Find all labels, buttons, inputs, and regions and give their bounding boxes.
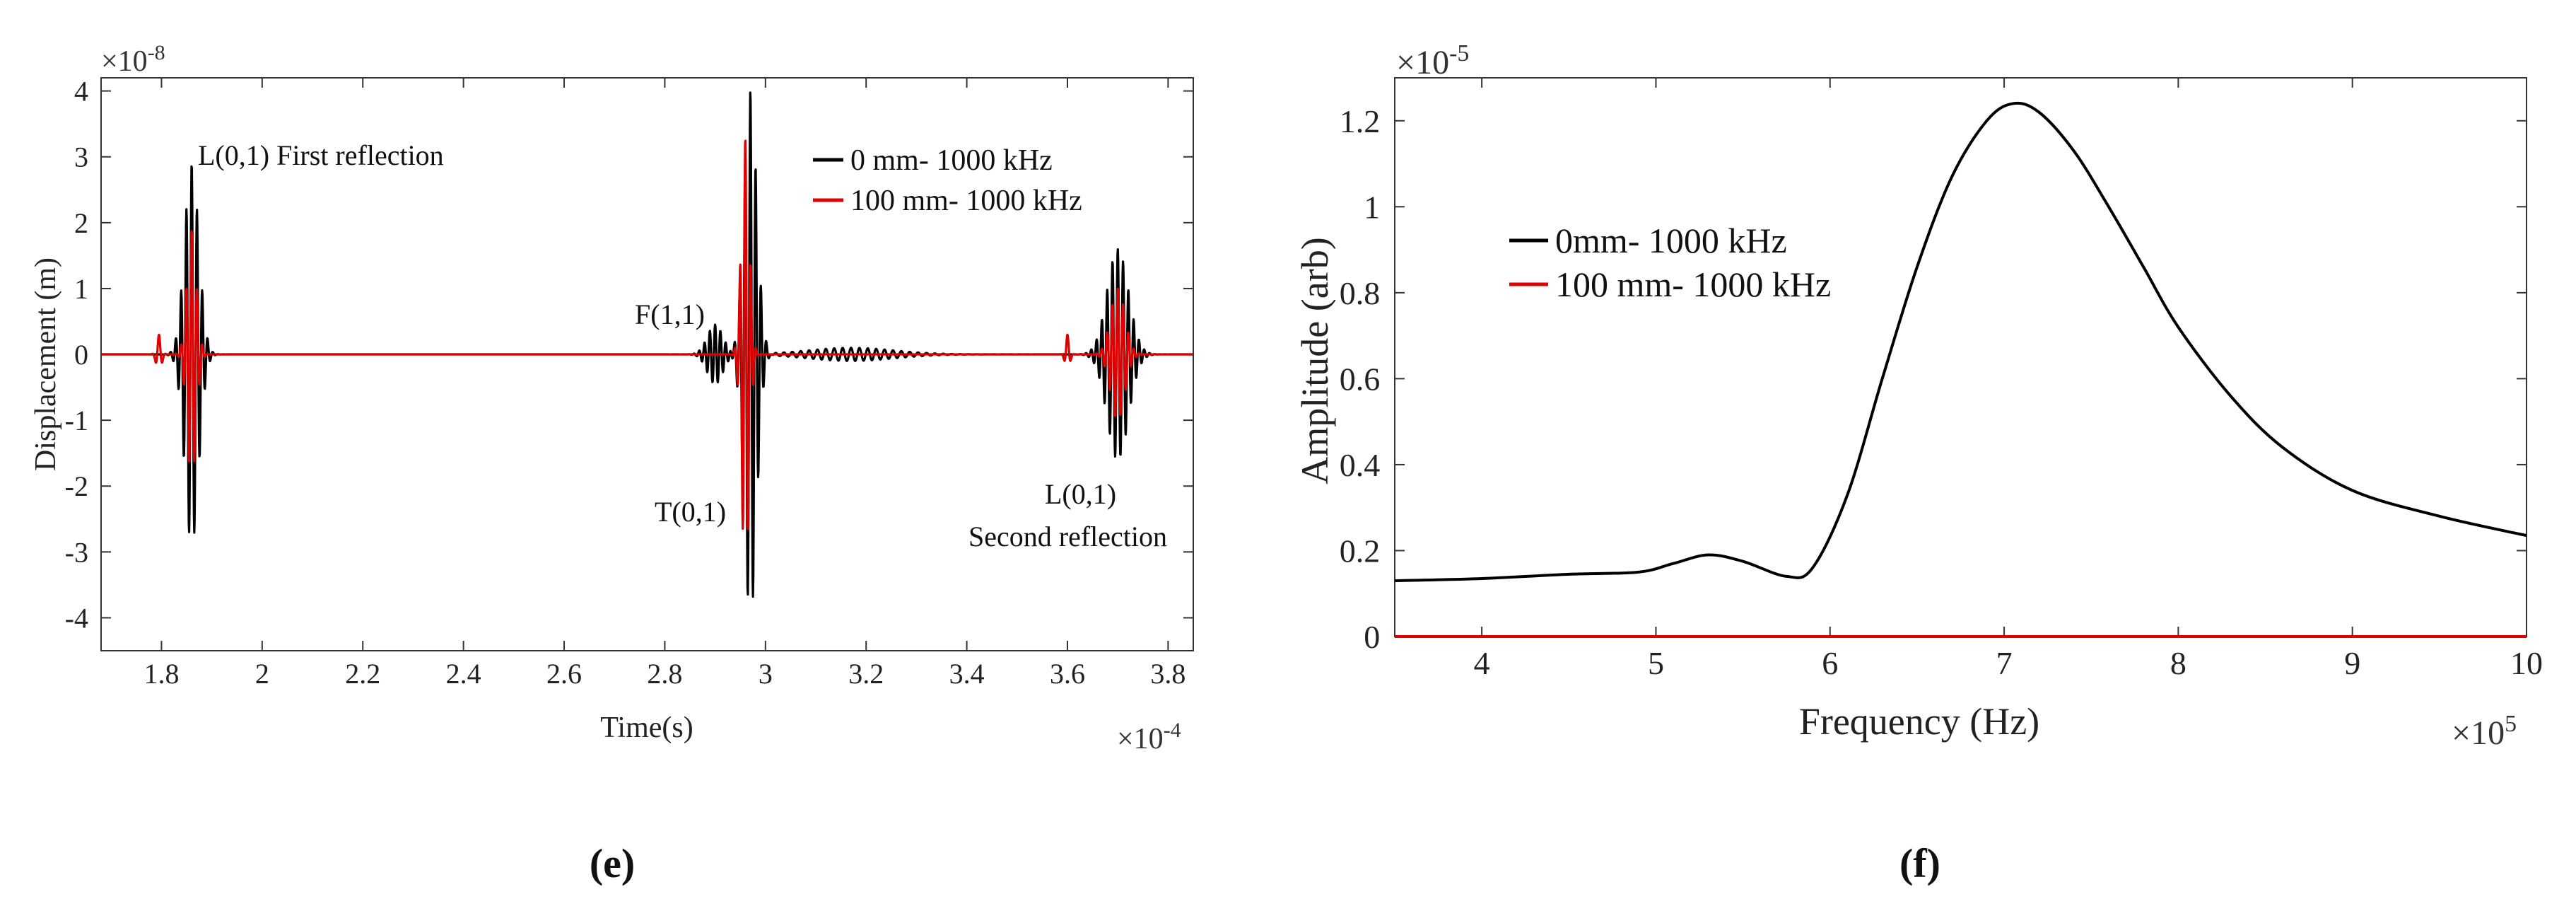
y-tick-label: 0.2 (1340, 533, 1381, 569)
legend-label-f-2: 100 mm- 1000 kHz (1555, 265, 1831, 304)
tick-labels-e: 1.8 2 2.2 2.4 2.6 2.8 3 3.2 3.4 3.6 3.8 4 3 2 1 0 -1 -2 -3… (65, 76, 1186, 690)
tick-labels-f: 4 5 6 7 8 9 10 0 0.2 0.4 0.6 0.8 1 1.2 (1340, 103, 2543, 681)
annotation-l01-second-a: L(0,1) (1045, 478, 1116, 510)
annotation-l01-second-b: Second reflection (968, 521, 1167, 552)
x-axis-label-e: Time(s) (600, 712, 693, 744)
y-exponent-label-f: ×10-5 (1396, 40, 1469, 81)
x-tick-label: 9 (2344, 645, 2360, 681)
y-tick-label: 1 (1364, 189, 1380, 225)
annotation-t01: T(0,1) (655, 496, 726, 528)
series-group-f (1394, 101, 2527, 638)
series-group-e (100, 91, 1195, 598)
y-tick-label: 0 (1364, 619, 1380, 655)
x-tick-label: 8 (2170, 645, 2186, 681)
y-tick-label: -4 (65, 602, 88, 634)
y-tick-label: 0.6 (1340, 361, 1381, 397)
legend-f: 0mm- 1000 kHz 100 mm- 1000 kHz (1509, 221, 1831, 304)
annotation-f11: F(1,1) (635, 298, 705, 330)
y-exponent-label-e: ×10-8 (101, 41, 165, 78)
y-tick-label: -2 (65, 470, 88, 502)
y-tick-label: -3 (65, 536, 88, 568)
y-tick-label: 2 (74, 207, 88, 239)
y-tick-label: 4 (74, 76, 88, 108)
legend-e: 0 mm- 1000 kHz 100 mm- 1000 kHz (813, 144, 1082, 217)
x-tick-label: 5 (1648, 645, 1664, 681)
x-tick-label: 10 (2510, 645, 2543, 681)
x-axis-label-f: Frequency (Hz) (1799, 700, 2039, 743)
y-axis-label-e: Displacement (m) (30, 257, 62, 471)
x-exponent-label-e: ×10-4 (1117, 719, 1181, 755)
panel-label-f: (f) (1899, 840, 1940, 886)
y-tick-label: 0.8 (1340, 275, 1381, 311)
plot-area-f (1394, 77, 2527, 637)
x-tick-label: 7 (1996, 645, 2013, 681)
panel-label-e: (e) (590, 840, 635, 886)
x-tick-label: 2 (255, 658, 269, 690)
x-tick-label: 2.4 (446, 658, 481, 690)
y-tick-label: 1.2 (1340, 103, 1381, 139)
x-tick-label: 4 (1474, 645, 1490, 681)
series-line-f-1 (1394, 101, 2527, 582)
x-tick-label: 3 (759, 658, 773, 690)
y-tick-label: 0 (74, 339, 88, 371)
x-tick-label: 6 (1822, 645, 1838, 681)
legend-label-e-1: 0 mm- 1000 kHz (850, 144, 1053, 177)
frequency-chart: 4 5 6 7 8 9 10 0 0.2 0.4 0.6 0.8 1 1.2 ×10-5 ×105 Fre… (1294, 40, 2543, 886)
x-tick-label: 2.6 (546, 658, 582, 690)
y-tick-label: 3 (74, 141, 88, 173)
y-axis-label-f: Amplitude (arb) (1294, 237, 1336, 484)
x-tick-label: 2.2 (345, 658, 380, 690)
plot-area-e (100, 77, 1194, 651)
legend-label-e-2: 100 mm- 1000 kHz (850, 185, 1082, 217)
x-tick-label: 2.8 (647, 658, 682, 690)
time-domain-chart: 1.8 2 2.2 2.4 2.6 2.8 3 3.2 3.4 3.6 3.8 4 3 2 1 0 -1 -2 -3… (30, 41, 1195, 886)
x-tick-label: 3.2 (848, 658, 884, 690)
y-tick-label: -1 (65, 405, 88, 436)
x-tick-label: 3.4 (949, 658, 985, 690)
y-tick-label: 1 (74, 273, 88, 305)
x-tick-label: 3.6 (1050, 658, 1085, 690)
series-line-e-2 (100, 139, 1195, 530)
x-exponent-label-f: ×105 (2452, 711, 2517, 752)
y-tick-label: 0.4 (1340, 447, 1381, 483)
x-tick-label: 3.8 (1150, 658, 1185, 690)
annotation-l01-first: L(0,1) First reflection (198, 139, 444, 171)
legend-label-f-1: 0mm- 1000 kHz (1555, 221, 1787, 260)
x-tick-label: 1.8 (144, 658, 179, 690)
